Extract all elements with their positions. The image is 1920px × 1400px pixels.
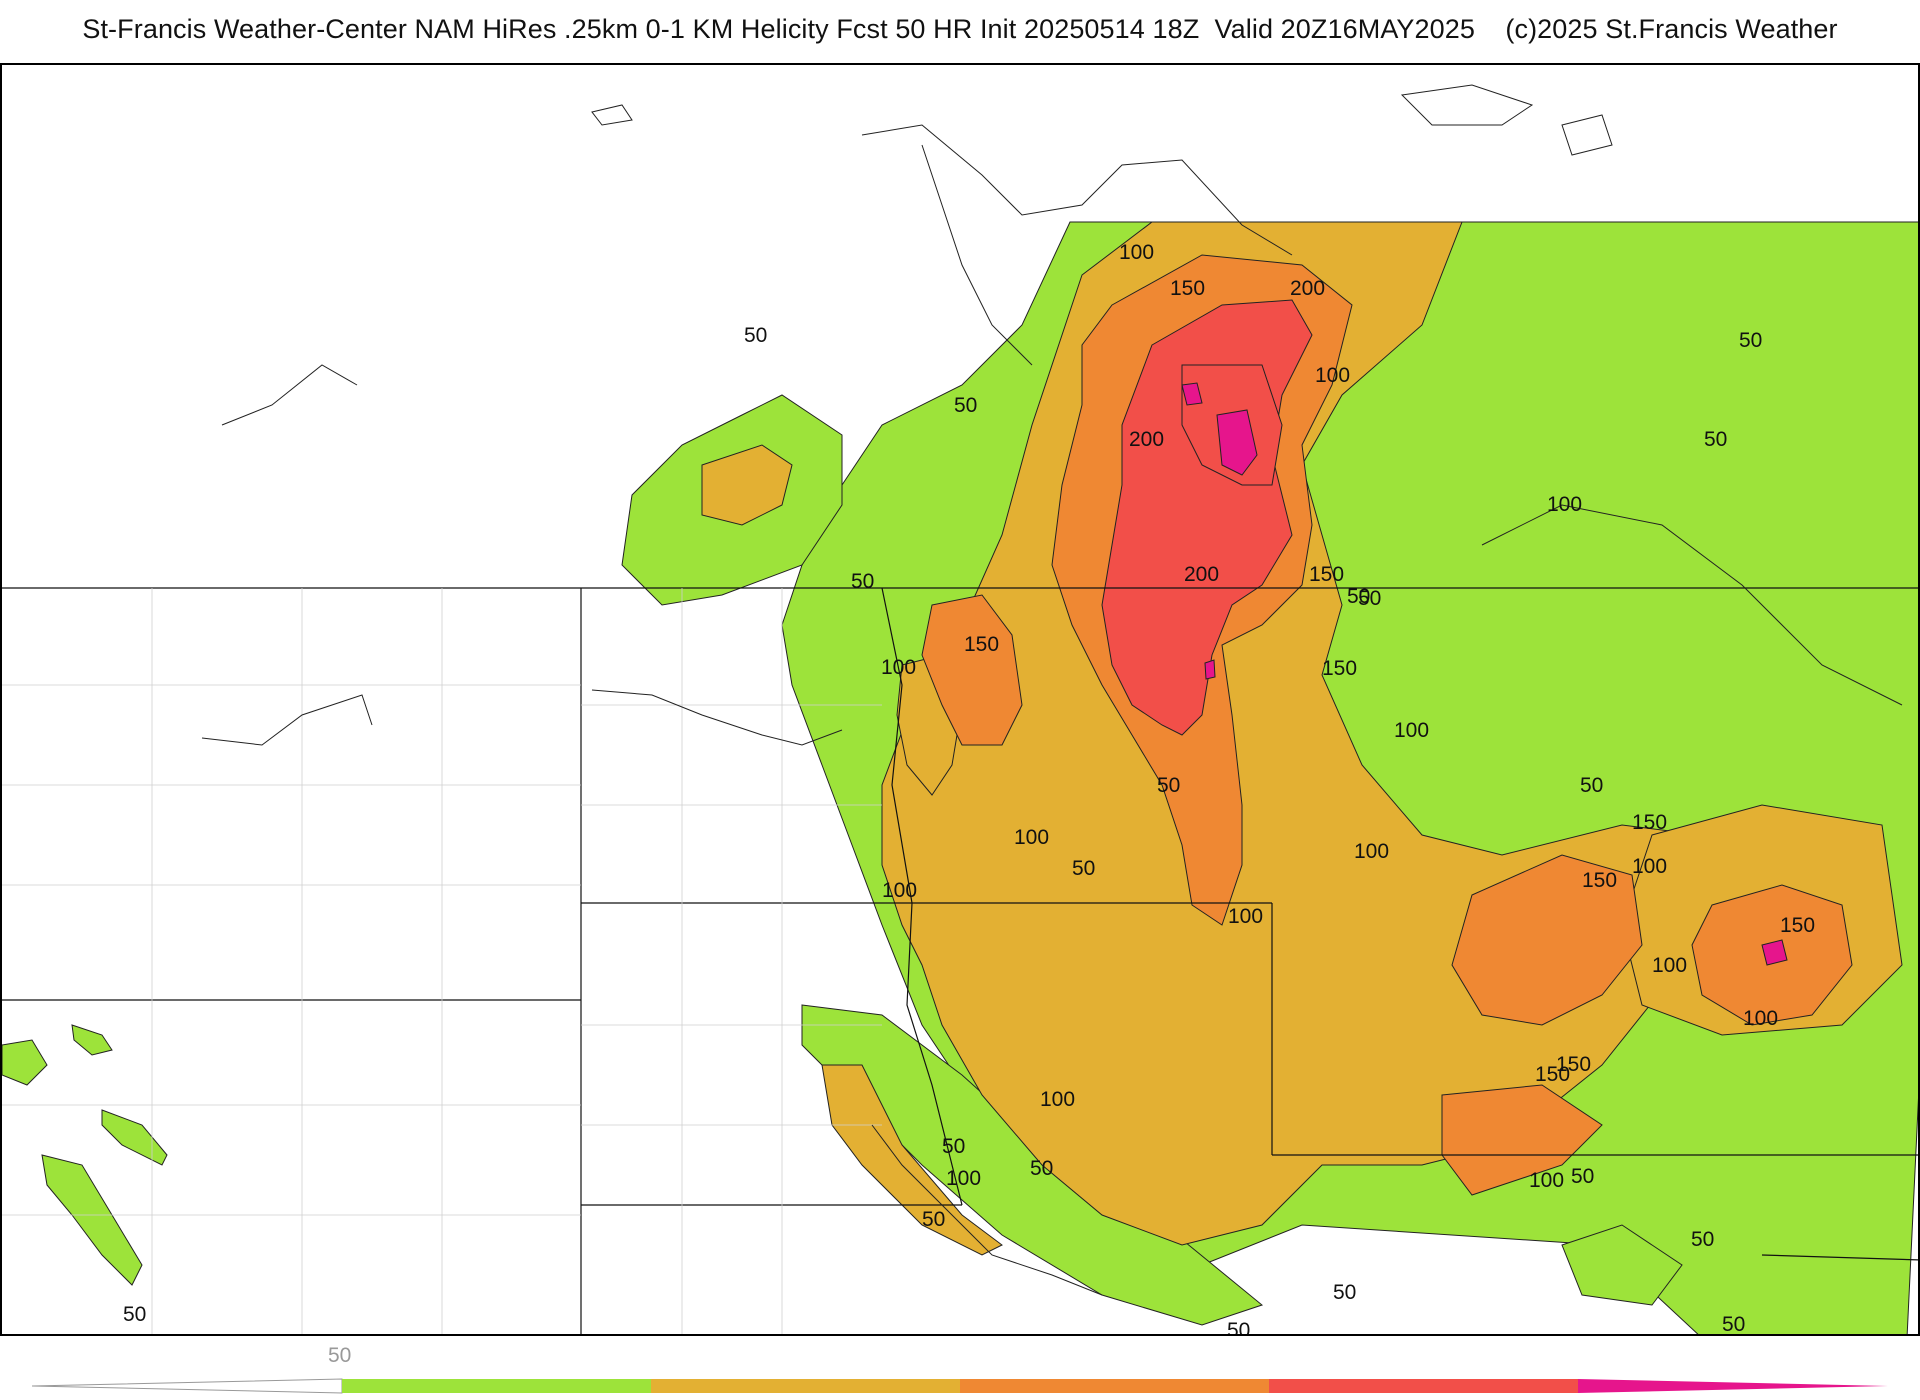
contour-label: 50 <box>1333 1281 1356 1304</box>
contour-label: 50 <box>1358 587 1381 610</box>
colorbar-bin <box>960 1379 1269 1393</box>
colorbar-tick-label: 50 <box>328 1344 352 1367</box>
contour-label: 50 <box>1157 774 1180 797</box>
contour-label: 150 <box>1322 657 1357 680</box>
contour-label: 150 <box>1632 811 1667 834</box>
contour-label: 50 <box>744 324 767 347</box>
contour-label: 100 <box>1354 840 1389 863</box>
contour-label: 50 <box>123 1303 146 1326</box>
contour-label: 100 <box>1014 826 1049 849</box>
contour-label: 200 <box>1290 277 1325 300</box>
colorbar-bin <box>1269 1379 1578 1393</box>
contour-label: 150 <box>1535 1063 1570 1086</box>
contour-label: 100 <box>1228 905 1263 928</box>
contour-label: 100 <box>1394 719 1429 742</box>
contour-label: 100 <box>1040 1088 1075 1111</box>
contour-label: 50 <box>1030 1157 1053 1180</box>
contour-label: 150 <box>1309 563 1344 586</box>
contour-label: 50 <box>942 1135 965 1158</box>
contour-label: 150 <box>1556 1053 1591 1076</box>
contour-label: 200 <box>1184 563 1219 586</box>
contour-label: 50 <box>922 1208 945 1231</box>
helicity-250-region <box>1181 382 1788 966</box>
coastlines <box>201 84 1903 1296</box>
contour-label: 150 <box>1582 869 1617 892</box>
county-lines <box>2 588 882 1334</box>
contour-label: 50 <box>1072 857 1095 880</box>
contour-labels: 100 150 200 50 50 100 200 50 50 100 150 … <box>123 241 1815 1336</box>
contour-label: 50 <box>1227 1319 1250 1336</box>
contour-label: 50 <box>1704 428 1727 451</box>
page-title: St-Francis Weather-Center NAM HiRes .25k… <box>82 14 1838 44</box>
contour-label: 50 <box>1347 585 1370 608</box>
contour-label: 150 <box>1170 277 1205 300</box>
contour-label: 150 <box>1780 914 1815 937</box>
contour-label: 50 <box>1691 1228 1714 1251</box>
helicity-map: 100 150 200 50 50 100 200 50 50 100 150 … <box>2 84 1918 1336</box>
contour-label: 50 <box>1580 774 1603 797</box>
contour-label: 100 <box>881 656 916 679</box>
contour-label: 100 <box>1632 855 1667 878</box>
contour-label: 100 <box>1315 364 1350 387</box>
contour-label: 50 <box>954 394 977 417</box>
colorbar-bin <box>651 1379 960 1393</box>
contour-label: 150 <box>964 633 999 656</box>
colorbar-under-triangle <box>32 1378 343 1394</box>
contour-label: 100 <box>1743 1007 1778 1030</box>
state-boundaries <box>2 587 1918 1334</box>
colorbar-bin <box>342 1379 651 1393</box>
contour-label: 50 <box>1739 329 1762 352</box>
contour-label: 100 <box>946 1167 981 1190</box>
contour-label: 100 <box>1119 241 1154 264</box>
map-panel: 100 150 200 50 50 100 200 50 50 100 150 … <box>0 63 1920 1336</box>
contour-label: 50 <box>1722 1313 1745 1336</box>
contour-label: 100 <box>882 879 917 902</box>
contour-label: 50 <box>851 570 874 593</box>
contour-label: 100 <box>1652 954 1687 977</box>
contour-label: 200 <box>1129 428 1164 451</box>
contour-label: 100 <box>1547 493 1582 516</box>
contour-label: 50 <box>1571 1165 1594 1188</box>
contour-label: 100 <box>1529 1169 1564 1192</box>
colorbar-over-triangle <box>1578 1379 1888 1393</box>
colorbar <box>32 1378 1888 1394</box>
